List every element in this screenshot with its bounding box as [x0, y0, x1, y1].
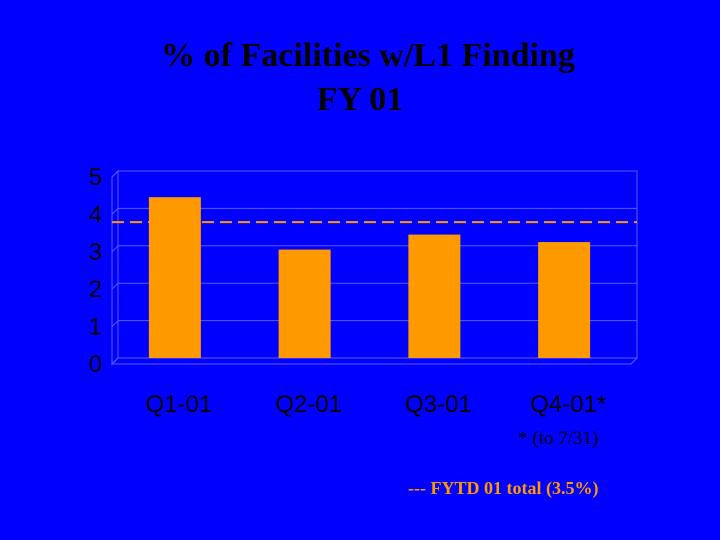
bar [538, 242, 591, 358]
gridline-side [111, 320, 119, 327]
footnote: * (to 7/31) [518, 428, 599, 449]
floor [110, 357, 639, 365]
y-tick-label: 3 [89, 239, 102, 266]
x-tick-label: Q2-01 [275, 391, 342, 418]
y-tick-label: 5 [89, 164, 102, 191]
gridline-side [111, 245, 119, 253]
x-tick-label: Q1-01 [146, 391, 213, 418]
y-axis-ticks: 0 1 2 3 4 5 [89, 164, 102, 378]
gridline-side [111, 170, 119, 178]
chart-subtitle: FY 01 [316, 81, 404, 118]
y-tick-label: 4 [89, 201, 102, 228]
y-tick-label: 0 [89, 351, 102, 378]
y-tick-label: 2 [89, 276, 102, 303]
bar [278, 249, 331, 358]
gridline-side [111, 357, 119, 365]
bar [408, 234, 461, 358]
side-wall [111, 169, 119, 366]
gridline-side [111, 282, 119, 290]
y-tick-label: 1 [89, 314, 102, 341]
gridline-side [111, 208, 119, 215]
x-tick-label: Q4-01* [530, 391, 606, 418]
bars [148, 197, 591, 358]
chart-title: % of Facilities w/L1 Finding [161, 37, 575, 74]
bar [148, 197, 201, 358]
x-tick-label: Q3-01 [405, 391, 472, 418]
reference-note: --- FYTD 01 total (3.5%) [408, 478, 599, 498]
x-axis-ticks: Q1-01 Q2-01 Q3-01 Q4-01* [146, 391, 607, 418]
